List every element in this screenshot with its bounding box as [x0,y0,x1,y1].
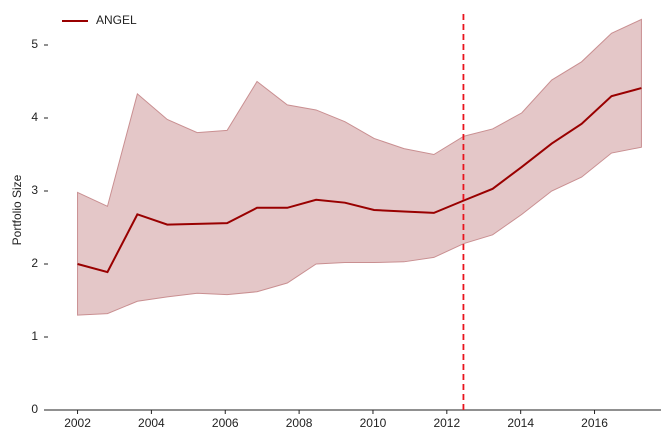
y-axis-label: Portfolio Size [10,174,24,245]
line [77,87,642,274]
legend-label: ANGEL [96,13,137,27]
y-tick-label: 2 [31,256,38,270]
x-tick-label: 2002 [64,416,91,430]
y-tick-label: 1 [31,329,38,343]
y-tick-label: 5 [31,37,38,51]
y-tick-label: 4 [31,110,38,124]
x-tick-label: 2008 [286,416,313,430]
confidence-band [77,18,642,316]
y-tick-label: 0 [31,402,38,416]
x-tick-label: 2004 [138,416,165,430]
x-tick-label: 2006 [212,416,239,430]
y-tick-label: 3 [31,183,38,197]
x-tick-label: 2016 [581,416,608,430]
x-tick-label: 2012 [433,416,460,430]
x-tick-label: 2010 [360,416,387,430]
x-tick-label: 2014 [507,416,534,430]
